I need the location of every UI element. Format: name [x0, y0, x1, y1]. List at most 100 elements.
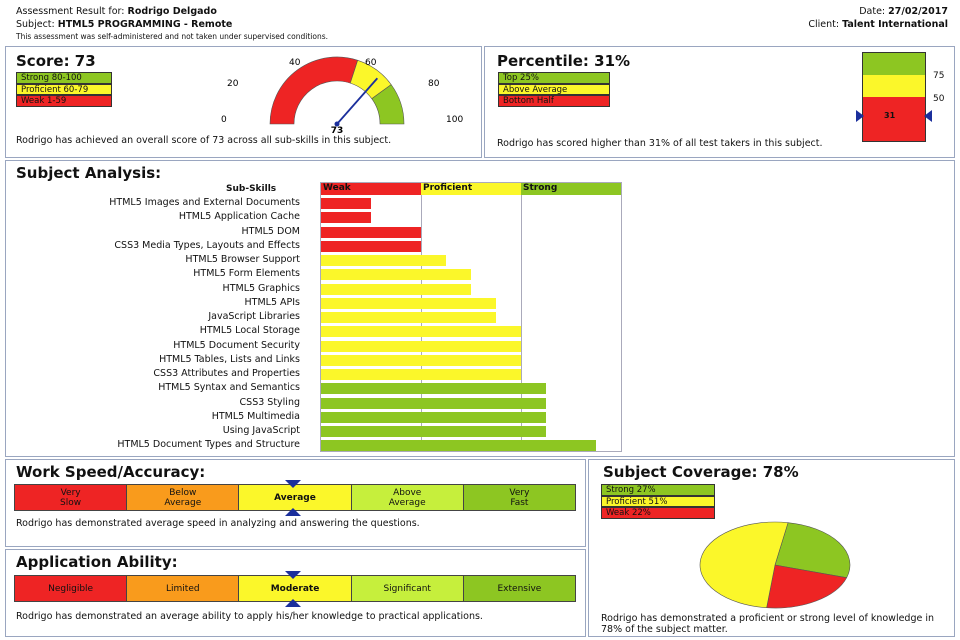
skill-bar	[321, 198, 371, 209]
percentile-pointer-icon	[856, 110, 932, 122]
gauge-label-100: 100	[446, 115, 463, 125]
skill-label: HTML5 Local Storage	[199, 325, 300, 337]
ability-moderate: Moderate	[239, 576, 352, 601]
speed-above-average: Above Average	[351, 485, 464, 510]
percentile-value: 31	[884, 111, 896, 120]
speed-panel	[5, 459, 586, 547]
gauge-label-20: 20	[227, 79, 239, 89]
ability-marker-icon	[285, 571, 301, 607]
skill-label: HTML5 Tables, Lists and Links	[159, 353, 300, 365]
skill-bar	[321, 411, 546, 423]
skill-bar	[321, 426, 546, 437]
ability-title: Application Ability:	[16, 553, 178, 571]
subject-line: Subject: HTML5 PROGRAMMING - Remote	[16, 19, 233, 30]
coverage-title: Subject Coverage: 78%	[603, 463, 799, 481]
skill-label: HTML5 Application Cache	[178, 211, 300, 223]
speed-text: Rodrigo has demonstrated average speed i…	[16, 518, 420, 529]
client-value: Talent International	[842, 19, 948, 30]
skill-bar	[321, 283, 471, 295]
skill-bar	[321, 212, 371, 224]
legend-proficient: Proficient 60-79	[16, 83, 112, 95]
skill-label: HTML5 Images and External Documents	[109, 197, 300, 208]
supervision-note: This assessment was self-administered an…	[16, 32, 328, 41]
percentile-mark-75: 75	[933, 71, 945, 81]
legend-weak: Weak 1-59	[16, 95, 112, 107]
speed-average: Average	[239, 485, 352, 510]
gauge-label-0: 0	[221, 115, 227, 125]
skill-bar	[321, 255, 446, 266]
legend-top25: Top 25%	[498, 72, 610, 84]
ability-text: Rodrigo has demonstrated an average abil…	[16, 611, 483, 622]
coverage-panel	[588, 459, 955, 637]
percentile-mark-50: 50	[933, 94, 945, 104]
ability-negligible: Negligible	[15, 576, 128, 601]
gauge-hub	[334, 121, 340, 127]
candidate-name: Rodrigo Delgado	[127, 6, 217, 17]
analysis-panel	[5, 160, 955, 457]
legend-above-average: Above Average	[498, 83, 610, 95]
coverage-pie	[699, 521, 851, 609]
coverage-legend-weak: Weak 22%	[601, 507, 715, 519]
date-line: Date: 27/02/2017	[859, 6, 948, 17]
score-title: Score: 73	[16, 52, 96, 70]
skill-label: HTML5 Document Types and Structure	[117, 439, 300, 451]
coverage-legend-proficient: Proficient 51%	[601, 495, 715, 507]
gauge-value: 73	[331, 126, 344, 136]
skill-bar	[321, 354, 521, 366]
percentile-title: Percentile: 31%	[497, 52, 631, 70]
column-strong: Strong	[521, 183, 621, 195]
skill-label: Using JavaScript	[222, 425, 300, 436]
speed-title: Work Speed/Accuracy:	[16, 463, 206, 481]
gauge-label-80: 80	[428, 79, 440, 89]
column-weak: Weak	[321, 183, 421, 195]
ability-significant: Significant	[351, 576, 464, 601]
percentile-bar	[862, 52, 926, 142]
speed-marker-icon	[285, 480, 301, 516]
coverage-legend-strong: Strong 27%	[601, 484, 715, 496]
skill-label: CSS3 Media Types, Layouts and Effects	[114, 239, 300, 251]
assessment-line: Assessment Result for: Rodrigo Delgado	[16, 6, 217, 17]
skill-bar	[321, 397, 546, 409]
gauge-strong-band	[371, 84, 405, 125]
ability-panel	[5, 549, 586, 637]
skill-label: JavaScript Libraries	[208, 311, 300, 322]
subject-name: HTML5 PROGRAMMING - Remote	[57, 19, 233, 30]
skill-bar	[321, 383, 546, 395]
skill-bar	[321, 369, 521, 380]
score-text: Rodrigo has achieved an overall score of…	[16, 135, 392, 146]
pie-slice-proficient	[699, 521, 789, 609]
gauge-label-40: 40	[289, 58, 301, 68]
gauge-label-60: 60	[365, 58, 377, 68]
skill-bar	[321, 312, 496, 323]
skill-bar	[321, 326, 521, 338]
skill-bar	[321, 226, 421, 238]
score-panel	[5, 46, 482, 158]
skill-label: HTML5 Document Security	[173, 339, 300, 351]
skill-bar	[321, 240, 421, 252]
gauge-weak-band	[269, 56, 359, 125]
skill-bar	[321, 440, 596, 452]
skill-label: HTML5 Syntax and Semantics	[158, 382, 300, 394]
coverage-text: Rodrigo has demonstrated a proficient or…	[601, 613, 935, 635]
skill-label: HTML5 Graphics	[222, 282, 300, 294]
percentile-legend: Top 25% Above Average Bottom Half	[498, 72, 610, 107]
legend-strong: Strong 80-100	[16, 72, 112, 84]
skill-bar	[321, 297, 496, 309]
skill-label: CSS3 Styling	[239, 396, 300, 408]
pie-slice-weak	[766, 564, 848, 609]
analysis-title: Subject Analysis:	[16, 164, 162, 182]
skill-bar	[321, 340, 521, 352]
speed-very-slow: Very Slow	[15, 485, 128, 510]
speed-below-average: Below Average	[127, 485, 240, 510]
legend-bottom-half: Bottom Half	[498, 95, 610, 107]
gauge-needle	[336, 77, 379, 125]
percentile-text: Rodrigo has scored higher than 31% of al…	[497, 138, 823, 149]
column-proficient: Proficient	[421, 183, 521, 195]
skill-label: HTML5 Form Elements	[193, 268, 300, 280]
skill-label: CSS3 Attributes and Properties	[153, 368, 300, 379]
skill-label: HTML5 Multimedia	[211, 410, 300, 422]
client-line: Client: Talent International	[808, 19, 948, 30]
skill-label: HTML5 DOM	[241, 225, 301, 237]
score-gauge: 0 20 40 60 80 100 73	[221, 56, 463, 136]
ability-extensive: Extensive	[463, 576, 576, 601]
